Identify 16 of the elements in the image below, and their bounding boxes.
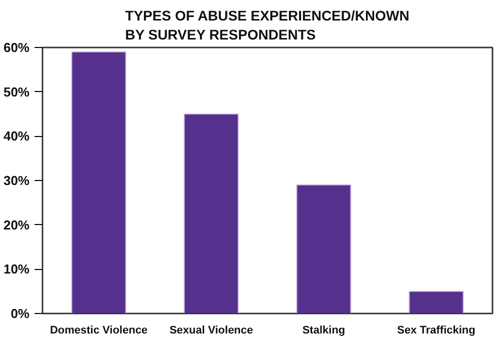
x-tick-label: Sex Trafficking <box>397 324 476 336</box>
y-tick-label: 60% <box>3 40 30 55</box>
chart-title: TYPES OF ABUSE EXPERIENCED/KNOWN BY SURVEY RESPONDENTS <box>125 7 410 42</box>
bar <box>408 290 464 314</box>
y-tick-label: 50% <box>3 84 30 100</box>
y-tick-label: 20% <box>3 217 30 232</box>
x-tick-label: Domestic Violence <box>50 324 148 336</box>
bar <box>71 51 126 314</box>
bar <box>184 114 239 314</box>
x-tick-label: Stalking <box>302 324 346 336</box>
y-tick-label: 30% <box>3 173 30 188</box>
y-tick-label: 0% <box>10 306 30 321</box>
y-tick-label: 40% <box>3 128 30 144</box>
bar <box>296 184 352 314</box>
y-tick-label: 10% <box>3 262 30 277</box>
x-tick-label: Sexual Violence <box>169 324 254 336</box>
